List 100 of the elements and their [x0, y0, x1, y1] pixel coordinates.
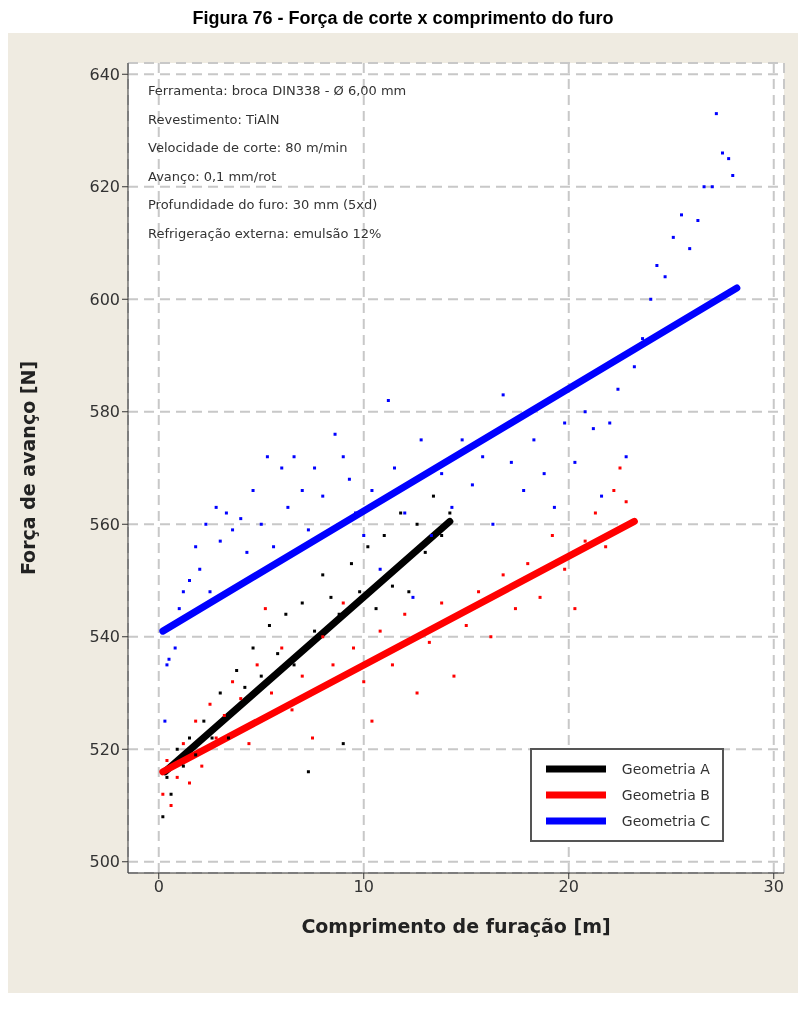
- point: [313, 629, 317, 633]
- point: [593, 511, 597, 515]
- point: [612, 489, 616, 492]
- y-tick-label: 640: [89, 64, 120, 84]
- point: [399, 511, 403, 515]
- point: [267, 624, 271, 627]
- point: [538, 595, 542, 599]
- point: [284, 612, 288, 616]
- point: [311, 736, 314, 740]
- point: [583, 539, 587, 543]
- point: [501, 573, 505, 577]
- point: [280, 646, 284, 650]
- point: [358, 590, 362, 594]
- x-tick-label: 0: [153, 877, 164, 897]
- point: [349, 562, 353, 566]
- point: [374, 607, 378, 611]
- point: [489, 635, 493, 639]
- y-tick-label: 520: [89, 739, 120, 759]
- point: [175, 747, 179, 751]
- point: [270, 691, 273, 695]
- annotation: Ferramenta: broca DIN338 - Ø 6,00 mm: [148, 82, 407, 100]
- point: [341, 601, 345, 605]
- point: [226, 736, 230, 740]
- point: [427, 640, 431, 644]
- y-tick-label: 600: [89, 289, 120, 309]
- point: [390, 584, 394, 588]
- y-tick-label: 500: [89, 852, 120, 872]
- point: [247, 742, 251, 746]
- point: [239, 697, 243, 701]
- point: [175, 775, 179, 779]
- annotation: Refrigeração externa: emulsão 12%: [148, 224, 383, 243]
- point: [440, 601, 444, 605]
- annotation: Profundidade do furo: 30 mm (5xd): [148, 196, 379, 214]
- point: [222, 714, 226, 717]
- point: [235, 669, 239, 672]
- point: [550, 534, 554, 537]
- point: [403, 612, 407, 616]
- point: [290, 708, 294, 712]
- point: [624, 500, 628, 504]
- y-tick-label: 620: [89, 177, 120, 197]
- x-tick-label: 20: [558, 877, 579, 897]
- point: [255, 663, 259, 667]
- point: [366, 545, 370, 549]
- point: [188, 781, 191, 785]
- point: [194, 719, 198, 723]
- y-tick-label: 580: [89, 402, 120, 422]
- point: [161, 815, 165, 819]
- point: [378, 629, 382, 633]
- point: [407, 590, 411, 594]
- point: [415, 691, 419, 695]
- point: [218, 691, 222, 695]
- point: [208, 702, 212, 706]
- point: [169, 792, 173, 796]
- y-tick-label: 560: [89, 514, 120, 534]
- y-tick-label: 540: [89, 627, 120, 647]
- point: [300, 601, 304, 605]
- point: [431, 494, 435, 498]
- point: [292, 663, 296, 667]
- chart-title: Figura 76 - Força de corte x comprimento do furo: [191, 8, 615, 29]
- point: [452, 674, 456, 678]
- point: [165, 775, 169, 779]
- legend-label: Geometria B: [621, 787, 710, 803]
- point: [563, 567, 567, 571]
- point: [390, 663, 394, 667]
- point: [321, 635, 325, 639]
- point: [329, 595, 333, 599]
- point: [464, 624, 468, 627]
- legend-label: Geometria C: [621, 813, 710, 829]
- point: [337, 612, 341, 616]
- point: [604, 545, 608, 549]
- point: [415, 522, 419, 526]
- point: [477, 590, 481, 594]
- point: [276, 652, 280, 656]
- point: [194, 753, 198, 757]
- x-axis-title: Comprimento de furação [m]: [301, 915, 611, 937]
- point: [165, 759, 169, 762]
- point: [161, 792, 165, 796]
- point: [352, 646, 355, 650]
- point: [259, 674, 263, 678]
- point: [200, 764, 204, 768]
- annotation: Avanço: 0,1 mm/rot: [148, 167, 278, 186]
- point: [169, 804, 173, 807]
- point: [370, 719, 374, 723]
- x-tick-label: 10: [353, 877, 374, 897]
- point: [251, 646, 255, 650]
- point: [382, 534, 386, 537]
- point: [306, 770, 310, 774]
- point: [181, 742, 185, 746]
- point: [618, 466, 622, 470]
- point: [423, 550, 427, 554]
- point: [341, 742, 345, 746]
- point: [210, 736, 214, 740]
- point: [188, 736, 191, 740]
- point: [263, 607, 267, 611]
- point: [181, 764, 185, 768]
- annotation: Velocidade de corte: 80 m/min: [148, 139, 349, 157]
- annotation: Revestimento: TiAlN: [148, 110, 281, 129]
- point: [362, 680, 366, 684]
- legend-label: Geometria A: [621, 761, 710, 777]
- y-axis-title: Força de avanço [N]: [16, 360, 39, 576]
